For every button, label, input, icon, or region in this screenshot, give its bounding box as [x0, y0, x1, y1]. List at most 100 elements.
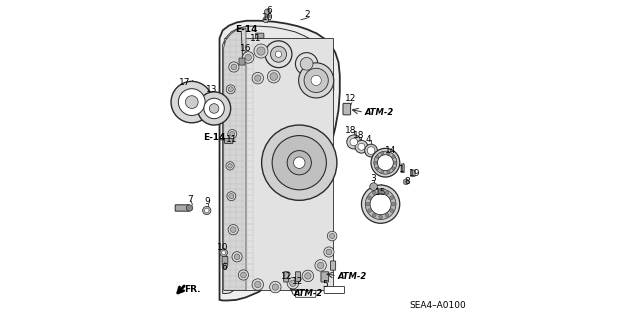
- Circle shape: [387, 152, 390, 155]
- Circle shape: [371, 148, 400, 177]
- Circle shape: [367, 209, 371, 212]
- Circle shape: [255, 281, 261, 288]
- Circle shape: [204, 98, 224, 119]
- Circle shape: [305, 273, 311, 279]
- Circle shape: [367, 196, 371, 200]
- Circle shape: [355, 140, 368, 153]
- Text: 4: 4: [365, 135, 371, 144]
- Circle shape: [317, 262, 324, 269]
- Circle shape: [347, 135, 361, 149]
- Text: 8: 8: [405, 177, 411, 186]
- Text: ATM-2: ATM-2: [294, 289, 323, 298]
- Circle shape: [228, 194, 234, 199]
- Circle shape: [372, 213, 376, 217]
- Circle shape: [350, 138, 358, 146]
- Circle shape: [378, 155, 394, 171]
- Text: 10: 10: [262, 13, 273, 22]
- Text: E-14: E-14: [204, 133, 226, 142]
- Circle shape: [241, 272, 246, 278]
- Circle shape: [324, 247, 334, 257]
- Circle shape: [287, 278, 299, 289]
- Text: 12: 12: [345, 94, 356, 103]
- Text: 18: 18: [345, 126, 356, 135]
- Text: 12: 12: [292, 277, 303, 286]
- Circle shape: [272, 136, 326, 190]
- FancyBboxPatch shape: [284, 272, 289, 282]
- FancyBboxPatch shape: [343, 103, 351, 115]
- Text: 2: 2: [305, 10, 310, 19]
- Circle shape: [372, 191, 376, 195]
- Circle shape: [186, 205, 193, 211]
- Circle shape: [374, 151, 397, 174]
- Circle shape: [252, 72, 264, 84]
- Circle shape: [268, 70, 280, 83]
- Circle shape: [226, 162, 234, 170]
- Text: 19: 19: [410, 169, 421, 178]
- Circle shape: [230, 131, 235, 137]
- Text: 6: 6: [266, 6, 272, 15]
- Circle shape: [327, 231, 337, 241]
- Circle shape: [171, 81, 212, 123]
- Text: 14: 14: [385, 146, 397, 155]
- Text: 9: 9: [205, 197, 211, 206]
- Circle shape: [315, 260, 326, 271]
- Circle shape: [366, 202, 370, 206]
- FancyBboxPatch shape: [255, 33, 264, 38]
- Text: 11: 11: [250, 34, 262, 43]
- Text: 17: 17: [179, 78, 191, 87]
- Circle shape: [392, 155, 395, 159]
- Text: 1: 1: [399, 165, 404, 174]
- Text: 12: 12: [281, 272, 292, 281]
- Circle shape: [390, 209, 394, 212]
- Circle shape: [263, 17, 269, 23]
- Circle shape: [203, 206, 211, 215]
- FancyBboxPatch shape: [411, 170, 415, 176]
- Circle shape: [390, 196, 394, 200]
- Polygon shape: [220, 21, 340, 300]
- Circle shape: [376, 155, 379, 159]
- Text: 13: 13: [207, 85, 218, 94]
- FancyBboxPatch shape: [296, 290, 316, 297]
- Circle shape: [311, 75, 321, 85]
- Circle shape: [228, 225, 238, 235]
- Circle shape: [379, 189, 383, 193]
- Circle shape: [381, 152, 384, 155]
- Text: FR.: FR.: [184, 285, 201, 294]
- Circle shape: [186, 96, 198, 108]
- Circle shape: [220, 249, 227, 256]
- Circle shape: [403, 179, 409, 185]
- Circle shape: [392, 202, 396, 206]
- Circle shape: [228, 62, 239, 72]
- Text: 3: 3: [371, 174, 376, 183]
- Circle shape: [245, 54, 252, 61]
- FancyBboxPatch shape: [401, 164, 404, 173]
- Polygon shape: [223, 38, 333, 290]
- Polygon shape: [223, 28, 246, 290]
- Circle shape: [370, 194, 391, 215]
- Circle shape: [269, 281, 281, 293]
- Text: 11: 11: [225, 135, 237, 144]
- FancyBboxPatch shape: [296, 272, 301, 281]
- Circle shape: [358, 143, 365, 150]
- Circle shape: [265, 41, 292, 68]
- Circle shape: [234, 254, 240, 260]
- Circle shape: [290, 280, 296, 286]
- Circle shape: [272, 284, 278, 290]
- Circle shape: [299, 63, 333, 98]
- Circle shape: [232, 252, 242, 262]
- Circle shape: [275, 51, 282, 57]
- Text: 6: 6: [221, 263, 227, 272]
- Circle shape: [243, 52, 254, 63]
- Circle shape: [392, 167, 395, 170]
- Circle shape: [227, 192, 236, 201]
- Circle shape: [296, 53, 318, 75]
- Circle shape: [370, 183, 378, 190]
- FancyBboxPatch shape: [321, 272, 328, 282]
- Circle shape: [257, 47, 265, 55]
- Circle shape: [264, 9, 270, 15]
- Circle shape: [238, 270, 248, 280]
- Circle shape: [205, 208, 209, 213]
- Text: ATM-2: ATM-2: [365, 108, 394, 117]
- Circle shape: [374, 161, 377, 164]
- Circle shape: [231, 64, 237, 70]
